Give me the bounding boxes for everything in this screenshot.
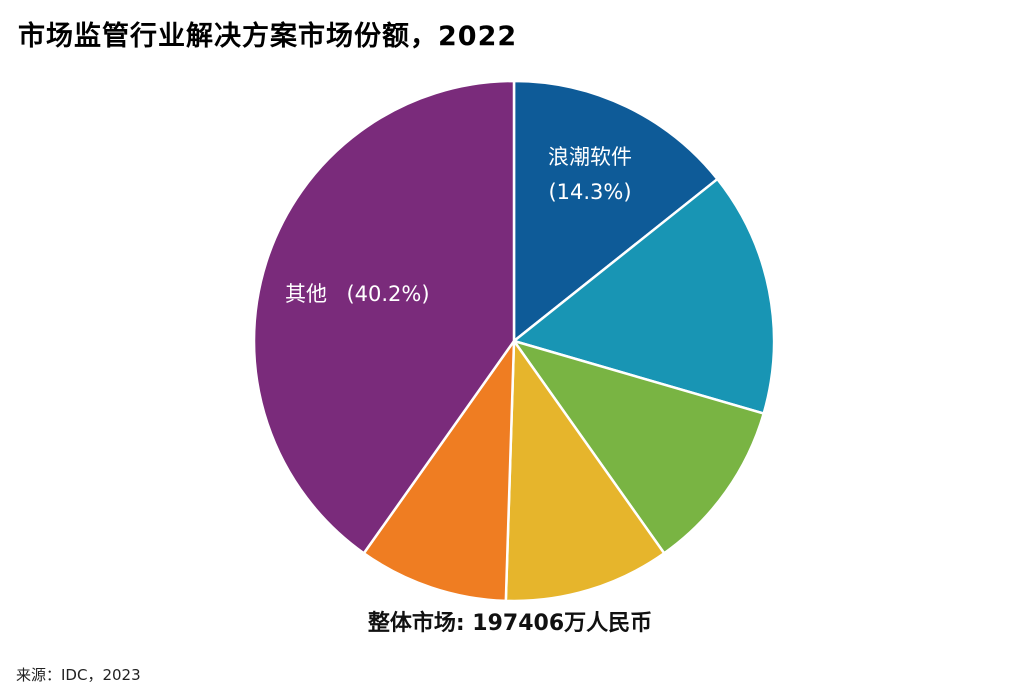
pie-slice-4 (362, 339, 516, 603)
source-note: 来源：IDC，2023 (16, 666, 141, 684)
slice-label-langchao: 浪潮软件 (548, 145, 632, 169)
pie-labels: 浪潮软件 (14.3%) 其他 (40.2%) (285, 145, 632, 306)
chart-title: 市场监管行业解决方案市场份额，2022 (18, 21, 518, 52)
pie-slice-3 (504, 339, 666, 603)
slice-value-langchao: (14.3%) (548, 180, 631, 204)
pie-slice-1 (512, 177, 776, 415)
slice-value-other: (40.2%) (346, 282, 429, 306)
pie-slices (252, 79, 776, 603)
pie-slice-5 (252, 79, 516, 555)
pie-slice-2 (512, 339, 765, 555)
total-market-label: 整体市场: 197406万人民币 (368, 610, 652, 636)
slice-label-other: 其他 (285, 282, 327, 306)
pie-slice-0 (512, 79, 719, 343)
